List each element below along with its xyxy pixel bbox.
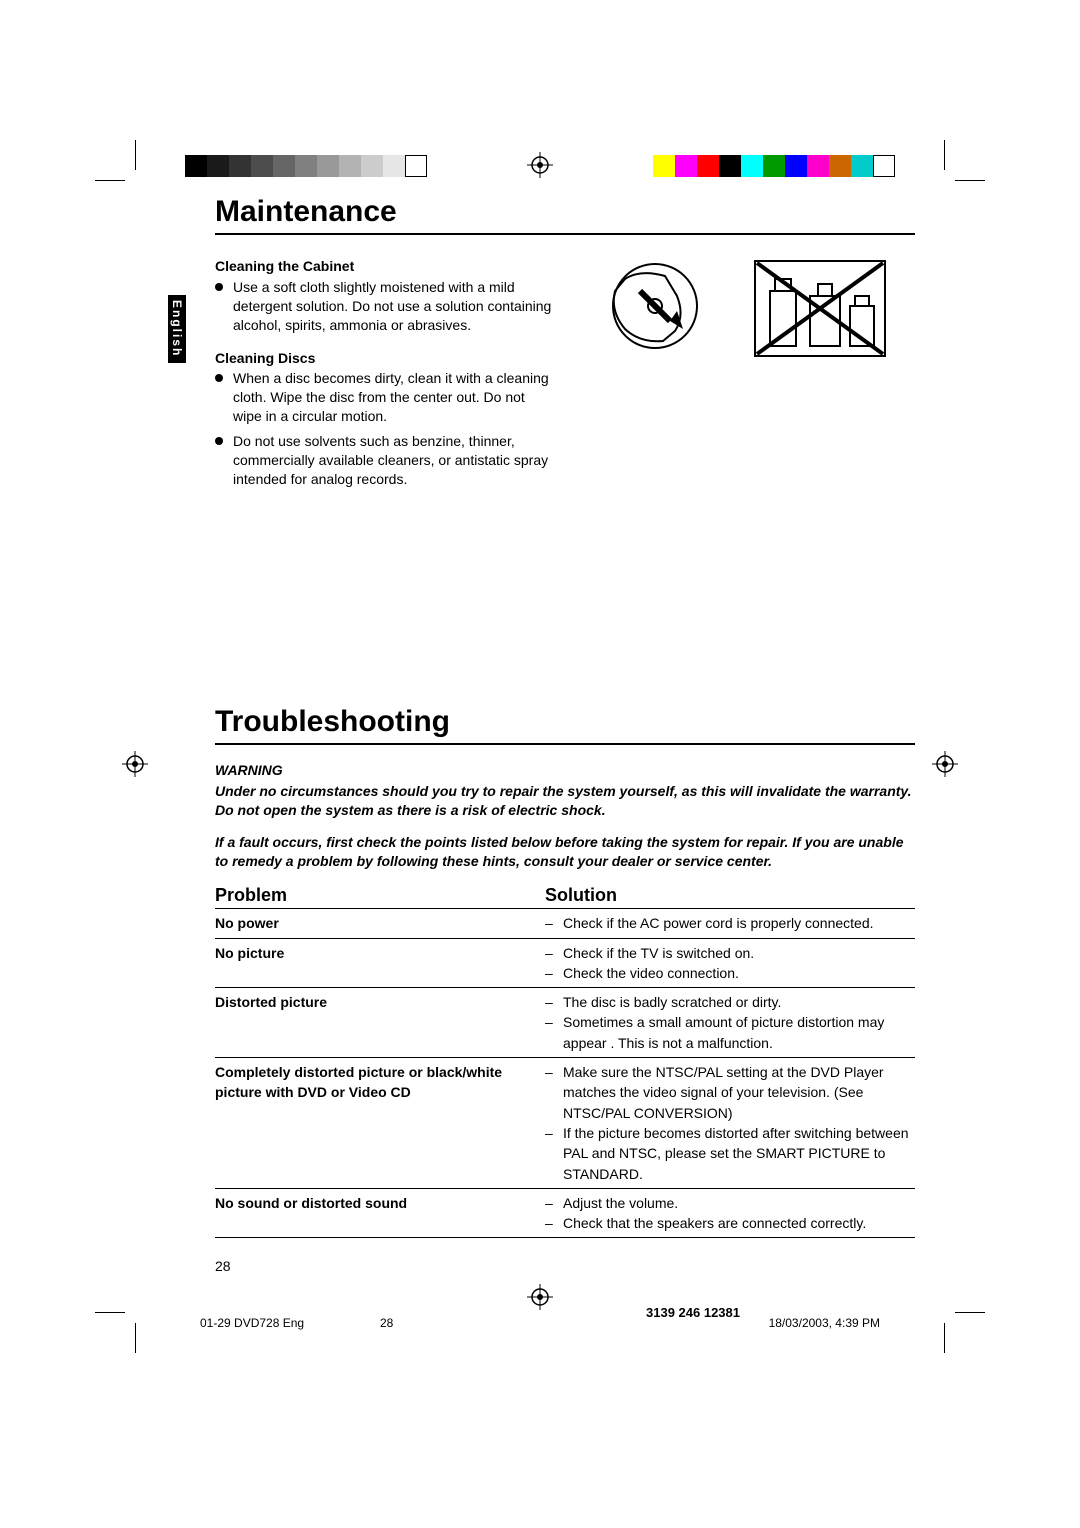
- cleaning-discs-subhead: Cleaning Discs: [215, 349, 555, 368]
- footer-filename: 01-29 DVD728 Eng: [200, 1316, 304, 1330]
- solution-cell: –Check if the TV is switched on.–Check t…: [545, 943, 915, 984]
- solution-cell: –Adjust the volume.–Check that the speak…: [545, 1193, 915, 1234]
- solution-cell: –Make sure the NTSC/PAL setting at the D…: [545, 1062, 915, 1184]
- footer-timestamp: 18/03/2003, 4:39 PM: [769, 1316, 880, 1330]
- registration-mark-icon: [122, 751, 148, 777]
- problem-cell: No sound or distorted sound: [215, 1193, 545, 1234]
- table-row: No picture–Check if the TV is switched o…: [215, 939, 915, 989]
- warning-body-1: Under no circumstances should you try to…: [215, 782, 915, 820]
- problem-solution-header: Problem Solution: [215, 885, 915, 909]
- colorbar-color: [653, 155, 895, 177]
- cleaning-cabinet-subhead: Cleaning the Cabinet: [215, 257, 555, 276]
- colorbar-grayscale: [185, 155, 427, 177]
- language-tab: English: [168, 295, 186, 363]
- bullet-item: Use a soft cloth slightly moistened with…: [215, 278, 555, 335]
- bullet-item: Do not use solvents such as benzine, thi…: [215, 432, 555, 489]
- disc-cleaning-illustration: [585, 251, 895, 495]
- imposition-footer: 01-29 DVD728 Eng 28 18/03/2003, 4:39 PM: [200, 1316, 880, 1330]
- registration-mark-icon: [527, 152, 553, 178]
- maintenance-text-column: Cleaning the Cabinet Use a soft cloth sl…: [215, 251, 555, 495]
- column-header-problem: Problem: [215, 885, 545, 906]
- table-row: Completely distorted picture or black/wh…: [215, 1058, 915, 1189]
- bullet-text: Do not use solvents such as benzine, thi…: [233, 432, 555, 489]
- bullet-text: When a disc becomes dirty, clean it with…: [233, 369, 555, 426]
- maintenance-heading: Maintenance: [215, 195, 915, 235]
- registration-mark-icon: [932, 751, 958, 777]
- page-content: English Maintenance Cleaning the Cabinet…: [150, 195, 930, 1290]
- solution-cell: –The disc is badly scratched or dirty.–S…: [545, 992, 915, 1053]
- footer-page-num: 28: [380, 1316, 393, 1330]
- problem-solution-table: No power–Check if the AC power cord is p…: [215, 909, 915, 1238]
- page-number: 28: [215, 1258, 231, 1274]
- bullet-text: Use a soft cloth slightly moistened with…: [233, 278, 555, 335]
- problem-cell: No power: [215, 913, 545, 933]
- table-row: No power–Check if the AC power cord is p…: [215, 909, 915, 938]
- footer-doc-code: 3139 246 12381: [646, 1305, 740, 1320]
- column-header-solution: Solution: [545, 885, 617, 906]
- table-row: Distorted picture–The disc is badly scra…: [215, 988, 915, 1058]
- problem-cell: Distorted picture: [215, 992, 545, 1053]
- problem-cell: Completely distorted picture or black/wh…: [215, 1062, 545, 1184]
- warning-block: WARNING Under no circumstances should yo…: [215, 761, 915, 871]
- solution-cell: –Check if the AC power cord is properly …: [545, 913, 915, 933]
- troubleshooting-heading: Troubleshooting: [215, 705, 915, 745]
- warning-title: WARNING: [215, 761, 915, 780]
- table-row: No sound or distorted sound–Adjust the v…: [215, 1189, 915, 1239]
- problem-cell: No picture: [215, 943, 545, 984]
- warning-body-2: If a fault occurs, first check the point…: [215, 833, 915, 871]
- bullet-item: When a disc becomes dirty, clean it with…: [215, 369, 555, 426]
